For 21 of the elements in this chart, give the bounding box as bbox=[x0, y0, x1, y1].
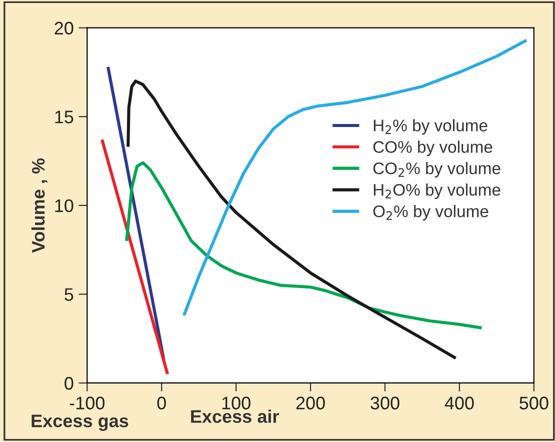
y-tick-label: 10 bbox=[55, 199, 74, 212]
x-tick-label: 200 bbox=[296, 396, 325, 410]
y-tick-label: 0 bbox=[64, 376, 74, 390]
legend-label: CO$_{2}$% by volume bbox=[373, 162, 500, 178]
y-tick-label: 5 bbox=[64, 288, 74, 301]
x-tick-label: 400 bbox=[444, 396, 474, 410]
x-tick-label: -100 bbox=[70, 396, 104, 410]
legend-label: O$_{2}$% by volume bbox=[373, 205, 488, 221]
y-tick-label: 20 bbox=[54, 22, 74, 35]
legend-label: H$_{2}$% by volume bbox=[374, 119, 488, 135]
text: Excess gas bbox=[32, 414, 128, 431]
x-tick-label: 0 bbox=[157, 396, 166, 410]
x-tick-label: 100 bbox=[222, 396, 250, 410]
line-series bbox=[182, 38, 528, 318]
legend-label: CO% by volume bbox=[373, 140, 492, 156]
x-tick-label: 300 bbox=[370, 396, 400, 410]
x-axis-title: Excess air bbox=[191, 410, 279, 423]
x-tick-label: 500 bbox=[520, 396, 548, 410]
legend-label: H$_{2}$O% by volume bbox=[374, 184, 500, 200]
y-tick-label: 15 bbox=[55, 110, 74, 124]
y-axis-title: Volume , % bbox=[31, 158, 48, 253]
